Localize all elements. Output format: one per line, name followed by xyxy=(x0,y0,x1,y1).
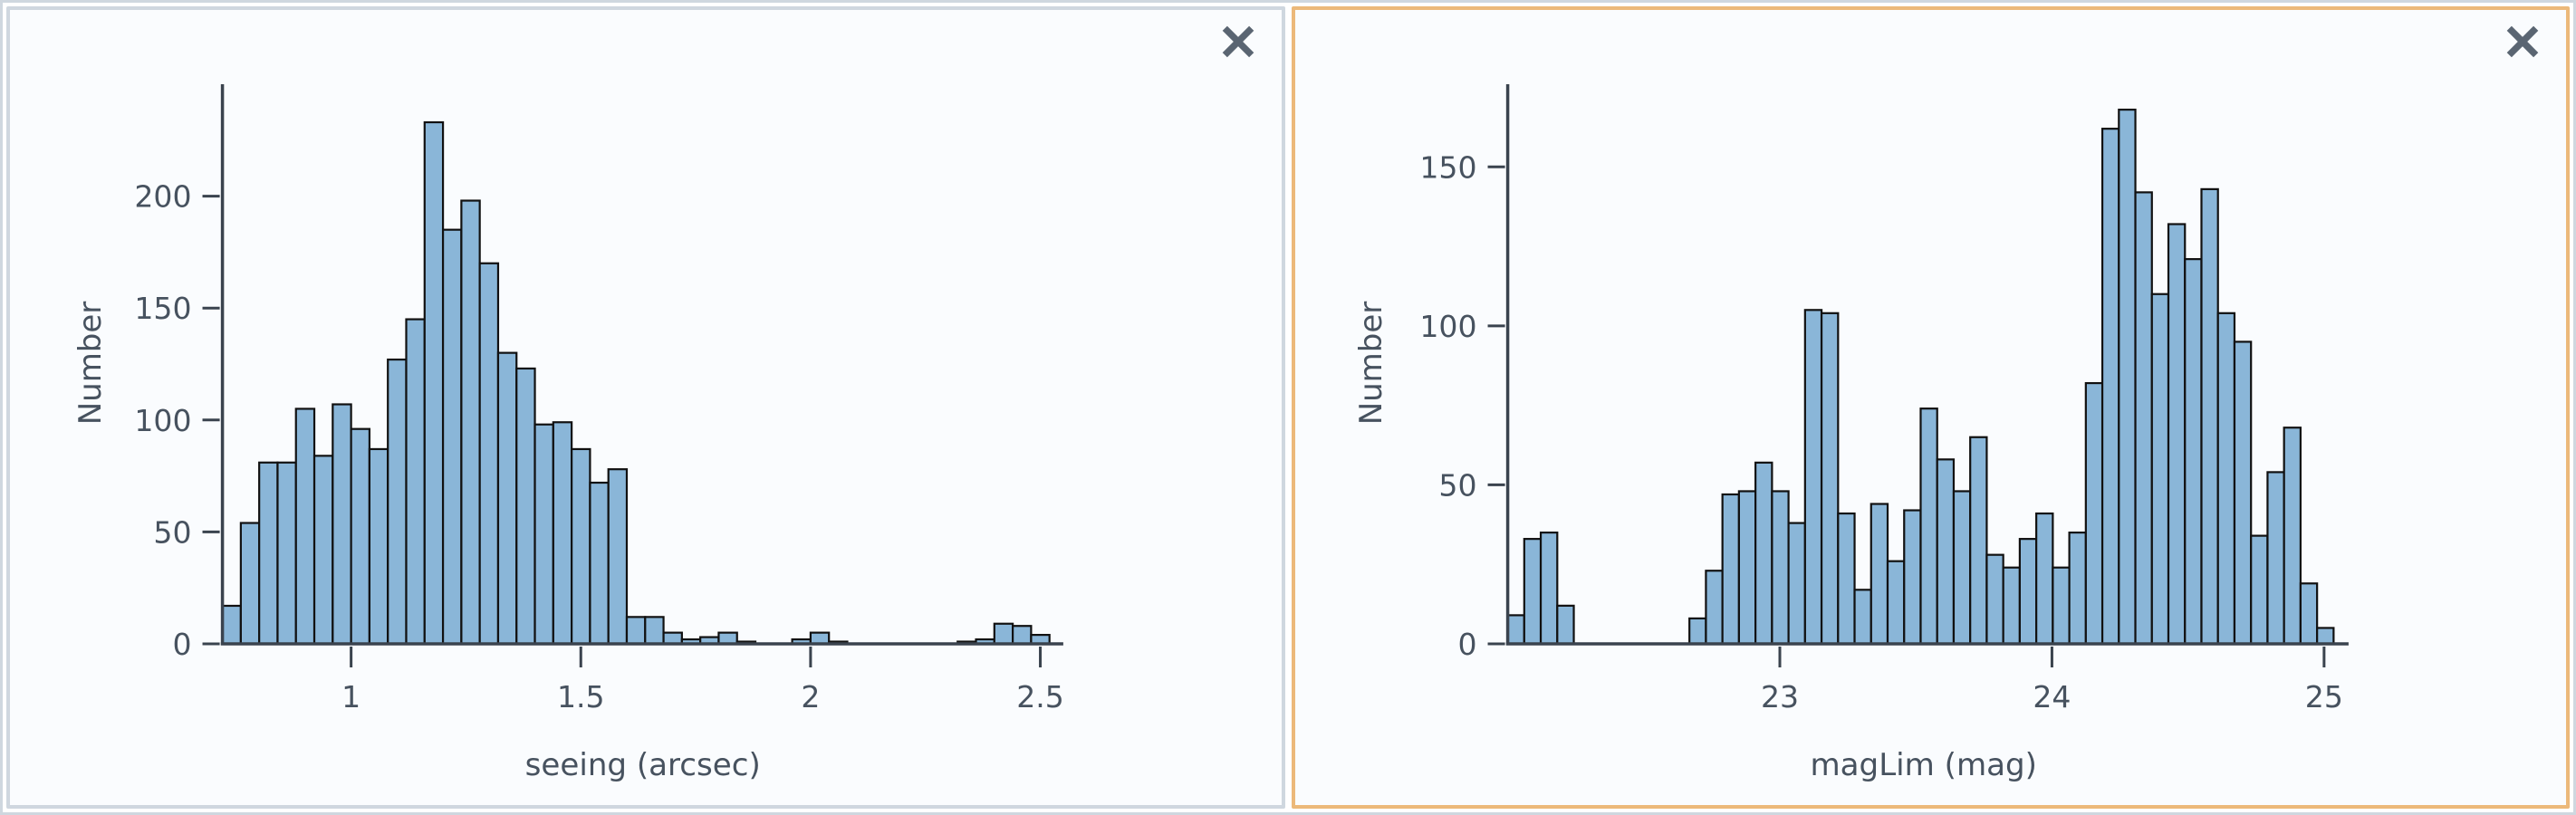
svg-text:50: 50 xyxy=(153,514,191,550)
svg-text:25: 25 xyxy=(2304,679,2342,714)
close-button[interactable] xyxy=(1216,21,1260,62)
svg-text:24: 24 xyxy=(2033,679,2071,714)
svg-text:100: 100 xyxy=(1419,309,1476,344)
svg-text:0: 0 xyxy=(1457,627,1476,662)
svg-text:23: 23 xyxy=(1760,679,1798,714)
svg-text:2.5: 2.5 xyxy=(1016,679,1064,714)
maglim-histogram-chart: 0 50 100 150 23 24 25 magLim (mag) Number xyxy=(1353,84,2349,783)
seeing-histogram-chart: 0 50 100 150 200 1 1.5 2 2.5 seeing (arcsec) Num… xyxy=(72,84,1064,783)
y-axis-label: Number xyxy=(72,302,109,426)
svg-text:50: 50 xyxy=(1438,467,1476,503)
histogram-bars xyxy=(221,120,1051,646)
svg-text:0: 0 xyxy=(172,627,191,662)
svg-text:200: 200 xyxy=(134,179,191,215)
close-button[interactable] xyxy=(2501,21,2544,62)
svg-text:1.5: 1.5 xyxy=(557,679,605,714)
svg-text:150: 150 xyxy=(1419,149,1476,185)
svg-text:1: 1 xyxy=(341,679,360,714)
panel-seeing-histogram[interactable]: 0 50 100 150 200 1 1.5 2 2.5 seeing (arcsec) Num… xyxy=(6,6,1285,809)
close-icon xyxy=(2506,25,2539,58)
svg-text:100: 100 xyxy=(134,403,191,438)
x-axis-label: seeing (arcsec) xyxy=(525,747,761,783)
panel-maglim-histogram[interactable]: 0 50 100 150 23 24 25 magLim (mag) Number xyxy=(1291,6,2570,809)
axis-ticks: 0 50 100 150 200 1 1.5 2 2.5 xyxy=(134,179,1063,714)
chart-axes xyxy=(220,84,1063,646)
y-axis-label: Number xyxy=(1353,302,1389,426)
chart-axes xyxy=(1505,84,2349,646)
x-axis-label: magLim (mag) xyxy=(1810,747,2036,783)
histogram-bars xyxy=(1505,108,2334,646)
svg-text:150: 150 xyxy=(134,291,191,326)
svg-text:2: 2 xyxy=(801,679,820,714)
close-icon xyxy=(1222,25,1254,58)
axis-ticks: 0 50 100 150 23 24 25 xyxy=(1419,149,2343,714)
